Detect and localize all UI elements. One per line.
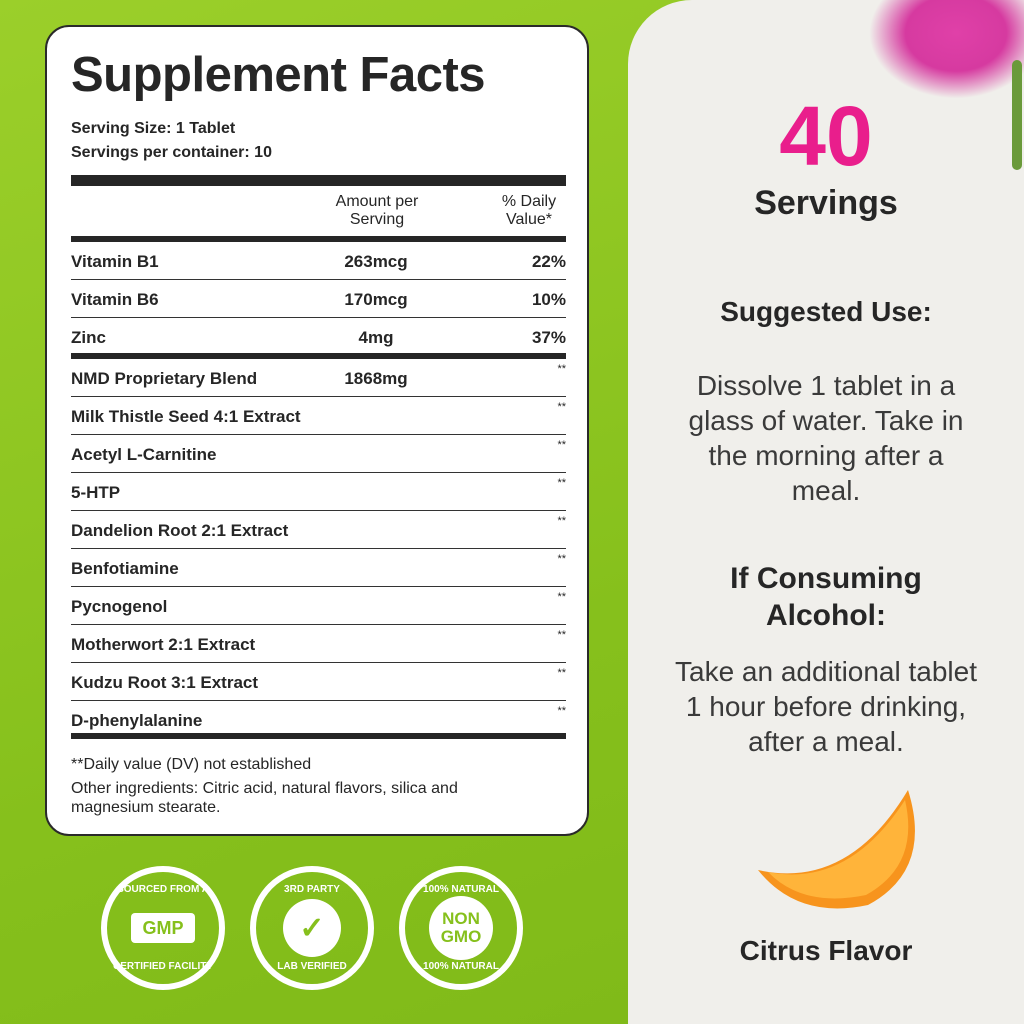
lab-verified-badge: 3RD PARTY ✓ LAB VERIFIED	[250, 866, 374, 990]
ingredient-name: Zinc	[71, 328, 106, 347]
divider	[71, 733, 566, 739]
daily-value: **	[557, 629, 566, 641]
ingredient-row: Pycnogenol **	[71, 587, 566, 625]
daily-value: 37%	[531, 328, 566, 347]
divider	[71, 353, 566, 359]
ingredient-name: NMD Proprietary Blend	[71, 369, 258, 388]
badge-text: LAB VERIFIED	[277, 961, 347, 972]
non-gmo-label: NON GMO	[429, 896, 493, 960]
serving-size: Serving Size: 1 Tablet	[71, 120, 236, 137]
supplement-facts-panel: Supplement Facts Serving Size: 1 Tablet …	[45, 25, 589, 836]
ingredient-row: Benfotiamine **	[71, 549, 566, 587]
ingredient-name: Dandelion Root 2:1 Extract	[71, 521, 289, 540]
ingredient-amount: 263mcg	[344, 252, 408, 271]
daily-value: **	[557, 401, 566, 413]
badge-text: 100% NATURAL	[423, 961, 499, 972]
daily-value: **	[557, 363, 566, 375]
ingredient-amount: 4mg	[358, 328, 394, 347]
servings-count: 40	[779, 89, 873, 183]
daily-value: 22%	[531, 252, 566, 271]
ingredient-name: Kudzu Root 3:1 Extract	[71, 673, 259, 692]
ingredient-row: NMD Proprietary Blend 1868mg **	[71, 359, 566, 397]
servings-per-container: Servings per container: 10	[71, 144, 272, 161]
check-icon: ✓	[283, 899, 341, 957]
daily-value: **	[557, 667, 566, 679]
daily-value: **	[557, 477, 566, 489]
dv-header: % Daily Value*	[501, 193, 557, 228]
gmp-label: GMP	[131, 913, 195, 943]
ingredient-name: Vitamin B6	[71, 290, 159, 309]
ingredient-row: Kudzu Root 3:1 Extract **	[71, 663, 566, 701]
footnote: **Daily value (DV) not established	[71, 756, 312, 773]
orange-slice-image	[758, 790, 918, 910]
ingredient-name: Pycnogenol	[71, 597, 168, 616]
badge-text: 3RD PARTY	[284, 884, 340, 895]
ingredient-name: Benfotiamine	[71, 559, 179, 578]
alcohol-text: Take an additional tablet 1 hour before …	[675, 656, 977, 757]
facts-title: Supplement Facts	[71, 48, 486, 102]
ingredient-name: Milk Thistle Seed 4:1 Extract	[71, 407, 301, 426]
ingredient-amount: 170mcg	[344, 290, 408, 309]
servings-label: Servings	[754, 184, 898, 222]
daily-value: **	[557, 591, 566, 603]
badge-text: SOURCED FROM A	[117, 884, 209, 895]
ingredient-row: Vitamin B6 170mcg 10%	[71, 280, 566, 318]
flavor-label: Citrus Flavor	[739, 935, 913, 966]
amount-header: Amount per Serving	[335, 193, 419, 228]
divider	[71, 236, 566, 242]
daily-value: **	[557, 705, 566, 717]
ingredient-row: 5-HTP **	[71, 473, 566, 511]
suggested-use-title: Suggested Use:	[720, 296, 932, 327]
gmp-badge: SOURCED FROM A GMP CERTIFIED FACILITY	[101, 866, 225, 990]
ingredient-row: Motherwort 2:1 Extract **	[71, 625, 566, 663]
ingredient-name: Vitamin B1	[71, 252, 159, 271]
badge-text: 100% NATURAL	[423, 884, 499, 895]
suggested-use-text: Dissolve 1 tablet in a glass of water. T…	[688, 370, 964, 506]
daily-value: 10%	[531, 290, 566, 309]
thistle-stem	[1012, 60, 1022, 170]
ingredient-amount: 1868mg	[344, 369, 408, 388]
ingredient-row: D-phenylalanine **	[71, 701, 566, 739]
thistle-flower-image	[854, 0, 1024, 110]
ingredient-row: Dandelion Root 2:1 Extract **	[71, 511, 566, 549]
daily-value: **	[557, 515, 566, 527]
ingredient-name: Acetyl L-Carnitine	[71, 445, 217, 464]
other-ingredients: Other ingredients: Citric acid, natural …	[71, 780, 458, 816]
ingredient-row: Zinc 4mg 37%	[71, 318, 566, 356]
ingredient-name: 5-HTP	[71, 483, 121, 502]
badge-text: CERTIFIED FACILITY	[113, 961, 213, 972]
alcohol-title: If Consuming Alcohol:	[730, 562, 922, 632]
ingredient-name: D-phenylalanine	[71, 711, 203, 730]
divider	[71, 175, 566, 186]
daily-value: **	[557, 553, 566, 565]
ingredient-row: Vitamin B1 263mcg 22%	[71, 242, 566, 280]
ingredient-row: Milk Thistle Seed 4:1 Extract **	[71, 397, 566, 435]
ingredient-name: Motherwort 2:1 Extract	[71, 635, 256, 654]
info-panel: 40 Servings Suggested Use: Dissolve 1 ta…	[628, 0, 1024, 1024]
daily-value: **	[557, 439, 566, 451]
non-gmo-badge: 100% NATURAL NON GMO 100% NATURAL	[399, 866, 523, 990]
ingredient-row: Acetyl L-Carnitine **	[71, 435, 566, 473]
